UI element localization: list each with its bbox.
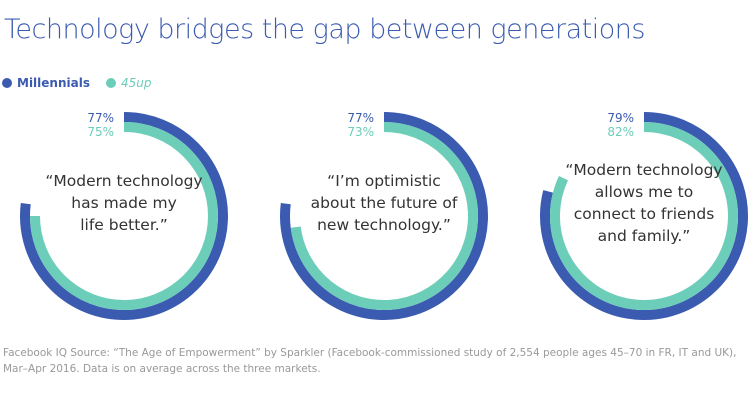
quote-line: connect to friends: [574, 205, 715, 223]
quote-line: allows me to: [595, 183, 693, 201]
legend-dot-icon: [2, 78, 12, 88]
legend-45up: 45up: [105, 76, 152, 90]
value-label: 79%: [607, 111, 634, 125]
quote-line: and family.”: [598, 227, 691, 245]
quote-line: life better.”: [80, 216, 168, 234]
arc-millennials: [20, 112, 228, 320]
arc-45up: [290, 122, 478, 310]
quote-line: has made my: [71, 194, 177, 212]
legend-millennials: Millennials: [2, 76, 90, 90]
legend-label: Millennials: [17, 76, 90, 90]
quote-line: “I’m optimistic: [327, 172, 441, 190]
legend-label: 45up: [120, 76, 152, 90]
quote-line: new technology.”: [317, 216, 451, 234]
arc-millennials: [540, 112, 748, 320]
legend-dot-icon: [105, 78, 116, 88]
arc-45up: [30, 122, 218, 310]
chart-title: Technology bridges the gap between gener…: [4, 14, 645, 45]
value-label: 73%: [347, 125, 374, 139]
footnote: Facebook IQ Source: “The Age of Empowerm…: [3, 347, 737, 375]
quote-line: “Modern technology: [565, 161, 722, 179]
arc-millennials: [280, 112, 488, 320]
value-label: 77%: [87, 111, 114, 125]
quote-line: “Modern technology: [45, 172, 202, 190]
value-label: 82%: [607, 125, 634, 139]
value-label: 75%: [87, 125, 114, 139]
legend: Millennials 45up: [2, 76, 151, 90]
value-label: 77%: [347, 111, 374, 125]
quote-line: about the future of: [311, 194, 458, 212]
arc-45up: [550, 122, 738, 310]
